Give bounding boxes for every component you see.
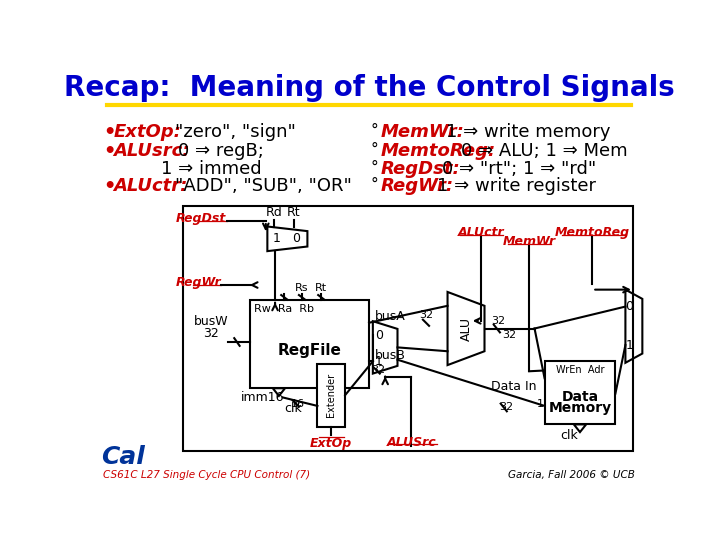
Text: Rd: Rd xyxy=(266,206,283,219)
Text: 0 ⇒ regB;: 0 ⇒ regB; xyxy=(178,142,264,160)
Text: ExtOp: ExtOp xyxy=(310,437,352,450)
Bar xyxy=(183,206,633,450)
Text: 32: 32 xyxy=(499,402,513,413)
Text: Recap:  Meaning of the Control Signals: Recap: Meaning of the Control Signals xyxy=(63,74,675,102)
Text: 0 ⇒ ALU; 1 ⇒ Mem: 0 ⇒ ALU; 1 ⇒ Mem xyxy=(462,142,628,160)
Text: 1: 1 xyxy=(626,339,633,352)
Text: °: ° xyxy=(371,159,378,174)
Text: clk: clk xyxy=(284,402,302,415)
Text: imm16: imm16 xyxy=(241,391,284,404)
Text: Cal: Cal xyxy=(101,446,145,469)
Text: MemtoReg: MemtoReg xyxy=(554,226,630,239)
Text: MemWr:: MemWr: xyxy=(381,123,464,140)
Text: 0: 0 xyxy=(375,328,383,342)
Text: •: • xyxy=(104,142,116,161)
Text: RegWr: RegWr xyxy=(176,276,221,289)
Text: ALUctr: ALUctr xyxy=(457,226,504,239)
Text: 0: 0 xyxy=(292,232,301,245)
Bar xyxy=(544,361,616,424)
Bar xyxy=(318,363,345,427)
Text: MemWr: MemWr xyxy=(503,235,556,248)
Text: busW: busW xyxy=(194,315,228,328)
Text: RegDst:: RegDst: xyxy=(381,159,460,178)
Text: Rt: Rt xyxy=(315,283,328,293)
Text: 0 ⇒ "rt"; 1 ⇒ "rd": 0 ⇒ "rt"; 1 ⇒ "rd" xyxy=(442,159,596,178)
Text: 32: 32 xyxy=(502,330,516,340)
Text: 0: 0 xyxy=(625,300,634,313)
Text: CS61C L27 Single Cycle CPU Control (7): CS61C L27 Single Cycle CPU Control (7) xyxy=(104,470,310,480)
Text: busA: busA xyxy=(375,310,406,323)
Text: Rt: Rt xyxy=(287,206,300,219)
Text: ALUctr:: ALUctr: xyxy=(113,177,188,195)
Text: ALUSrc: ALUSrc xyxy=(387,436,436,449)
Text: clk: clk xyxy=(560,429,578,442)
Text: Extender: Extender xyxy=(326,373,336,417)
Text: 16: 16 xyxy=(291,399,305,409)
Text: ALU: ALU xyxy=(459,316,472,341)
Text: 32: 32 xyxy=(372,366,385,375)
Text: Data: Data xyxy=(562,390,598,404)
Text: 32: 32 xyxy=(491,316,505,326)
Text: Data In: Data In xyxy=(491,380,536,393)
Text: Memory: Memory xyxy=(549,401,611,415)
Text: °: ° xyxy=(371,123,378,138)
Text: Rw  Ra  Rb: Rw Ra Rb xyxy=(254,304,315,314)
Text: Rs: Rs xyxy=(295,283,309,293)
Text: RegFile: RegFile xyxy=(277,342,341,357)
Text: "ADD", "SUB", "OR": "ADD", "SUB", "OR" xyxy=(175,177,352,195)
Text: 1 ⇒ write memory: 1 ⇒ write memory xyxy=(446,123,611,140)
Text: °: ° xyxy=(371,177,378,192)
Bar xyxy=(250,300,369,388)
Text: RegDst: RegDst xyxy=(176,212,227,225)
Text: •: • xyxy=(104,177,116,196)
Text: 1: 1 xyxy=(536,399,544,409)
Text: °: ° xyxy=(371,142,378,157)
Text: 1 ⇒ immed: 1 ⇒ immed xyxy=(161,159,262,178)
Text: ALUsrc:: ALUsrc: xyxy=(113,142,190,160)
Text: Garcia, Fall 2006 © UCB: Garcia, Fall 2006 © UCB xyxy=(508,470,634,480)
Text: 1: 1 xyxy=(273,232,281,245)
Text: WrEn  Adr: WrEn Adr xyxy=(556,366,604,375)
Text: RegWr:: RegWr: xyxy=(381,177,454,195)
Text: ExtOp:: ExtOp: xyxy=(113,123,181,140)
Text: 1 ⇒ write register: 1 ⇒ write register xyxy=(437,177,595,195)
Text: 1: 1 xyxy=(375,355,383,368)
Text: •: • xyxy=(104,123,116,141)
Text: busB: busB xyxy=(375,349,406,362)
Text: MemtoReg:: MemtoReg: xyxy=(381,142,496,160)
Text: 32: 32 xyxy=(420,310,434,320)
Text: "zero", "sign": "zero", "sign" xyxy=(175,123,296,140)
Text: 32: 32 xyxy=(203,327,219,340)
